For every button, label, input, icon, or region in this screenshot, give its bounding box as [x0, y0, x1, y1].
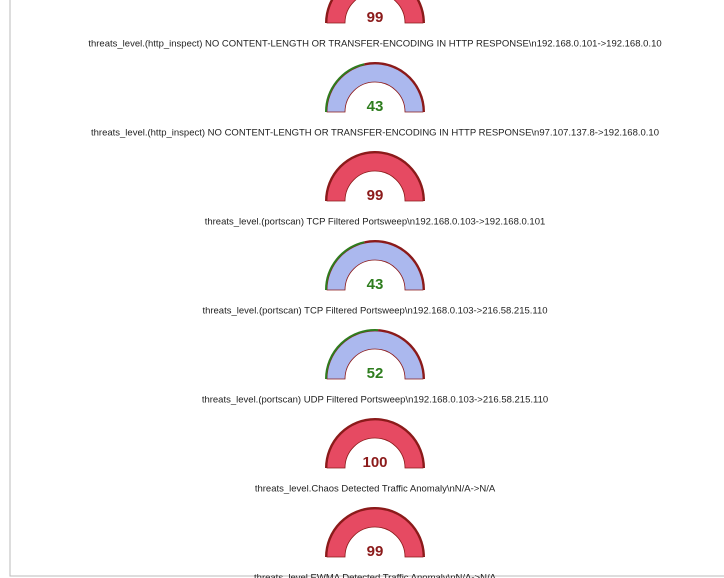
gauge-value: 43: [367, 98, 384, 115]
gauge-rest-arc: [364, 62, 425, 113]
gauge-rest-arc: [364, 240, 425, 291]
gauge-label: threats_level.(portscan) TCP Filtered Po…: [202, 306, 547, 317]
gauge-value-arc: [325, 241, 365, 291]
gauge-band: [326, 508, 424, 558]
gauge-label: threats_level.(http_inspect) NO CONTENT-…: [91, 128, 659, 139]
gauge-label: threats_level.(portscan) TCP Filtered Po…: [205, 217, 546, 228]
gauge-band: [326, 63, 424, 113]
gauge-label: threats_level.(portscan) UDP Filtered Po…: [202, 395, 548, 406]
gauge-value-arc: [325, 329, 379, 380]
gauge-value-arc: [325, 0, 425, 24]
gauge-value: 99: [367, 543, 384, 560]
gauge-value: 100: [362, 454, 387, 471]
gauge-value-arc: [325, 418, 425, 469]
gauge-value-arc: [325, 151, 425, 202]
gauge-band: [326, 419, 424, 469]
panel-frame: [9, 0, 724, 577]
gauge-rest-arc: [378, 329, 425, 380]
gauge-label: threats_level.(http_inspect) NO CONTENT-…: [88, 39, 661, 50]
gauge-value: 99: [367, 187, 384, 204]
gauge-value: 43: [367, 276, 384, 293]
gauge-band: [326, 330, 424, 380]
gauge-label: threats_level.EWMA Detected Traffic Anom…: [254, 573, 497, 578]
gauge-value-arc: [325, 507, 425, 558]
gauge-value-arc: [325, 63, 365, 113]
gauge-label: threats_level.Chaos Detected Traffic Ano…: [255, 484, 496, 495]
gauge-value: 52: [367, 365, 384, 382]
gauge-band: [326, 241, 424, 291]
gauge-band: [326, 0, 424, 24]
gauge-value: 99: [367, 9, 384, 26]
gauge-band: [326, 152, 424, 202]
